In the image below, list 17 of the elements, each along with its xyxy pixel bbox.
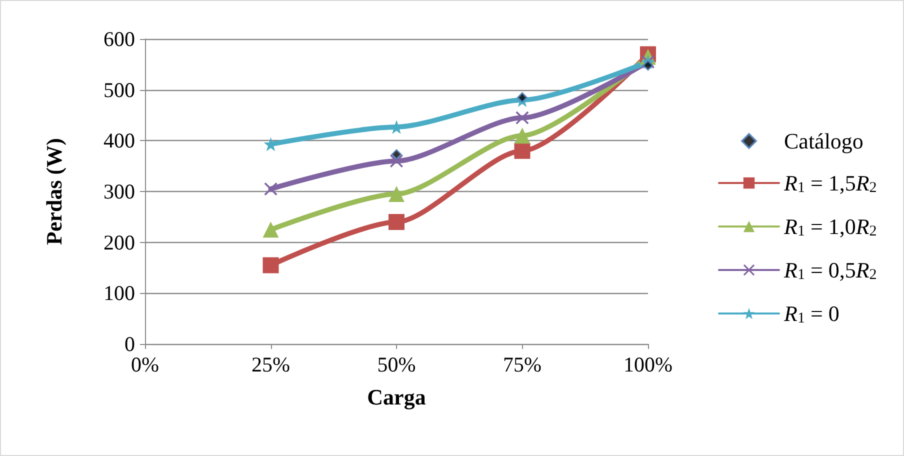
legend-label: R1 = 1,5R2 [783, 170, 877, 196]
x-tick-label: 75% [503, 352, 542, 376]
legend-label: R1 = 0 [783, 301, 840, 326]
legend-label: Catálogo [784, 128, 864, 154]
x-tick-label: 25% [252, 352, 290, 376]
x-axis-title: Carga [367, 384, 426, 410]
x-tick-label: 50% [377, 352, 416, 376]
y-tick-label: 100 [104, 281, 135, 306]
y-tick-label: 400 [104, 128, 135, 153]
y-tick-label: 600 [104, 27, 135, 51]
y-tick-label: 200 [104, 230, 135, 254]
y-tick-label: 500 [104, 78, 135, 102]
y-axis-title: Perdas (W) [42, 138, 66, 245]
legend-label: R1 = 0,5R2 [783, 258, 877, 283]
x-tick-label: 100% [624, 352, 672, 376]
legend-label: R1 = 1,0R2 [783, 214, 877, 240]
y-tick-label: 300 [104, 180, 135, 204]
